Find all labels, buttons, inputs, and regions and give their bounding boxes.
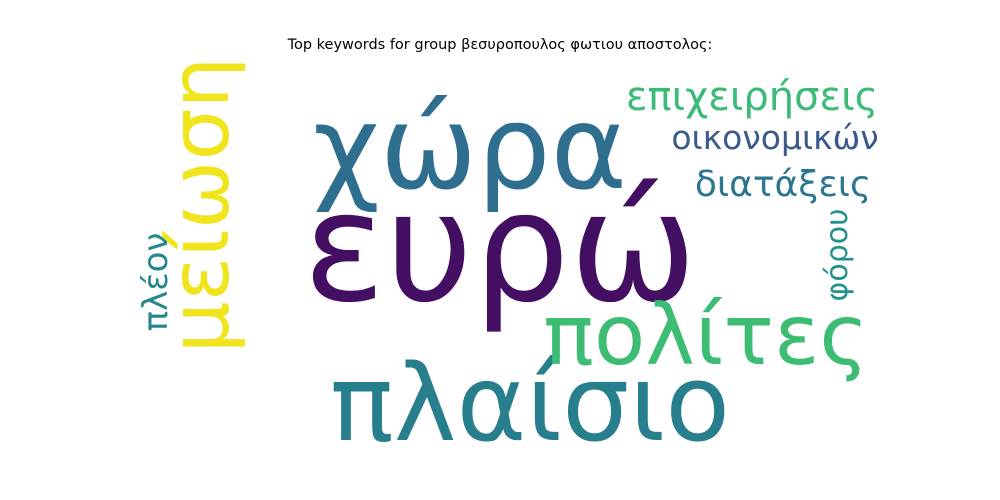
word-ευρω: ευρώ [303, 159, 697, 336]
word-διαταξεις: διατάξεις [695, 164, 871, 205]
word-πλεον: πλέον [136, 233, 176, 332]
word-φορου: φόρου [820, 209, 855, 302]
chart-title: Top keywords for group βεσυροπουλος φωτι… [287, 37, 713, 53]
word-χωρα: χώρα [313, 81, 627, 216]
word-οικονομικων: οικονομικών [671, 118, 878, 157]
word-επιχειρησεις: επιχειρήσεις [626, 74, 878, 120]
word-μειωση: μείωση [153, 57, 248, 354]
word-πολιτες: πολίτες [543, 286, 868, 384]
word-πλαισιο: πλαίσιο [330, 342, 730, 465]
